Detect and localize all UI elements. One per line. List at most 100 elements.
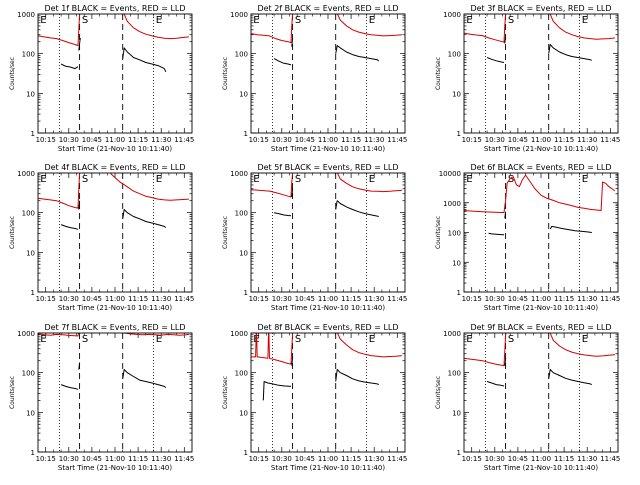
lld-series-line — [109, 173, 189, 201]
y-tick-label: 100 — [235, 210, 248, 218]
x-tick-label: 10:30 — [485, 295, 505, 303]
lld-series-line — [38, 14, 81, 47]
panel-series-group — [251, 14, 402, 66]
y-tick-label: 10 — [239, 409, 248, 417]
y-tick-label: 1000 — [230, 170, 248, 178]
x-tick-label: 11:30 — [577, 455, 597, 463]
y-tick-label: 10 — [452, 259, 461, 267]
lld-series-line — [38, 173, 81, 209]
events-series-line — [335, 369, 380, 386]
y-tick-label: 1000 — [17, 170, 35, 178]
x-tick-label: 10:30 — [59, 455, 79, 463]
x-tick-label: 10:30 — [485, 455, 505, 463]
y-tick-label: 1000 — [230, 11, 248, 19]
x-tick-label: 11:15 — [341, 455, 361, 463]
events-series-line — [504, 211, 507, 219]
x-tick-label: 10:15 — [462, 136, 482, 144]
x-tick-label: 11:45 — [600, 455, 620, 463]
marker-letter-s: S — [82, 334, 88, 345]
x-tick-label: 11:30 — [364, 455, 384, 463]
events-series-line — [262, 381, 292, 401]
lld-series-line — [549, 14, 615, 40]
panel-title: Det 1f BLACK = Events, RED = LLD — [44, 4, 185, 13]
y-tick-label: 1000 — [443, 11, 461, 19]
marker-letter-s: S — [82, 174, 88, 185]
y-axis-label: Counts/sec — [9, 376, 16, 409]
x-tick-label: 10:30 — [272, 455, 292, 463]
panel-series-group — [251, 333, 402, 401]
y-tick-label: 10 — [26, 90, 35, 98]
panel-series-group — [464, 174, 616, 236]
x-axis-label: Start Time (21-Nov-10 10:11:40) — [484, 145, 598, 153]
x-tick-label: 11:15 — [554, 455, 574, 463]
y-axis-label: Counts/sec — [9, 216, 16, 249]
lld-series-line — [123, 333, 189, 336]
panel-frame — [37, 13, 193, 134]
events-series-line — [486, 57, 505, 63]
y-tick-label: 1 — [31, 289, 35, 297]
y-tick-label: 10 — [239, 249, 248, 257]
y-tick-label: 10 — [452, 409, 461, 417]
y-tick-label: 10000 — [439, 170, 461, 178]
x-tick-label: 11:30 — [577, 295, 597, 303]
x-tick-label: 10:15 — [462, 295, 482, 303]
marker-letter-e: E — [466, 174, 472, 185]
y-tick-label: 1000 — [443, 330, 461, 338]
events-series-line — [291, 188, 294, 197]
x-tick-label: 11:00 — [318, 295, 338, 303]
lld-series-line — [251, 333, 294, 365]
chart-panel-8: Det 8f BLACK = Events, RED = LLD Counts/s… — [222, 323, 407, 472]
panel-frame — [250, 332, 406, 453]
x-tick-label: 10:45 — [82, 136, 102, 144]
lld-series-line — [336, 14, 402, 37]
y-tick-label: 1 — [457, 289, 461, 297]
panel-title: Det 9f BLACK = Events, RED = LLD — [470, 323, 611, 332]
x-tick-label: 11:45 — [387, 455, 407, 463]
y-tick-label: 100 — [235, 370, 248, 378]
y-axis-label: Counts/sec — [222, 57, 229, 90]
chart-panel-2: Det 2f BLACK = Events, RED = LLD Counts/s… — [222, 4, 407, 153]
x-axis-label: Start Time (21-Nov-10 10:11:40) — [271, 304, 385, 312]
lld-series-line — [251, 14, 294, 44]
panel-frame — [463, 332, 619, 453]
events-series-line — [78, 37, 81, 51]
y-tick-label: 1 — [457, 130, 461, 138]
y-tick-label: 10 — [26, 249, 35, 257]
y-axis-label: Counts/sec — [222, 376, 229, 409]
events-series-line — [291, 37, 294, 47]
marker-letter-s: S — [508, 15, 514, 26]
lld-series-line — [251, 173, 294, 198]
marker-letter-s: S — [508, 334, 514, 345]
panel-frame — [37, 172, 193, 293]
y-tick-label: 100 — [22, 210, 35, 218]
x-axis-label: Start Time (21-Nov-10 10:11:40) — [484, 304, 598, 312]
x-tick-label: 10:45 — [295, 455, 315, 463]
x-tick-label: 11:45 — [174, 295, 194, 303]
x-tick-label: 10:30 — [59, 295, 79, 303]
panel-title: Det 8f BLACK = Events, RED = LLD — [257, 323, 398, 332]
panel-series-group — [38, 14, 189, 73]
marker-letter-e: E — [582, 334, 588, 345]
x-tick-label: 11:00 — [105, 136, 125, 144]
chart-panel-7: Det 7f BLACK = Events, RED = LLD Counts/s… — [9, 323, 194, 472]
y-tick-label: 1000 — [230, 330, 248, 338]
events-series-line — [548, 369, 593, 386]
y-axis-label: Counts/sec — [222, 216, 229, 249]
x-tick-label: 11:15 — [554, 136, 574, 144]
chart-panel-9: Det 9f BLACK = Events, RED = LLD Counts/s… — [435, 323, 620, 472]
events-series-line — [335, 45, 380, 62]
panel-series-group — [464, 14, 615, 63]
x-tick-label: 10:15 — [249, 136, 269, 144]
x-tick-label: 10:30 — [272, 136, 292, 144]
y-tick-label: 100 — [448, 370, 461, 378]
panel-series-group — [251, 173, 402, 217]
lld-series-line — [464, 333, 507, 367]
marker-letter-e: E — [253, 15, 259, 26]
x-tick-label: 11:30 — [151, 455, 171, 463]
x-tick-label: 11:30 — [364, 295, 384, 303]
x-tick-label: 11:45 — [174, 136, 194, 144]
panel-title: Det 6f BLACK = Events, RED = LLD — [470, 163, 611, 172]
y-tick-label: 100 — [448, 51, 461, 59]
x-axis-label: Start Time (21-Nov-10 10:11:40) — [271, 464, 385, 472]
events-series-line — [548, 44, 592, 61]
